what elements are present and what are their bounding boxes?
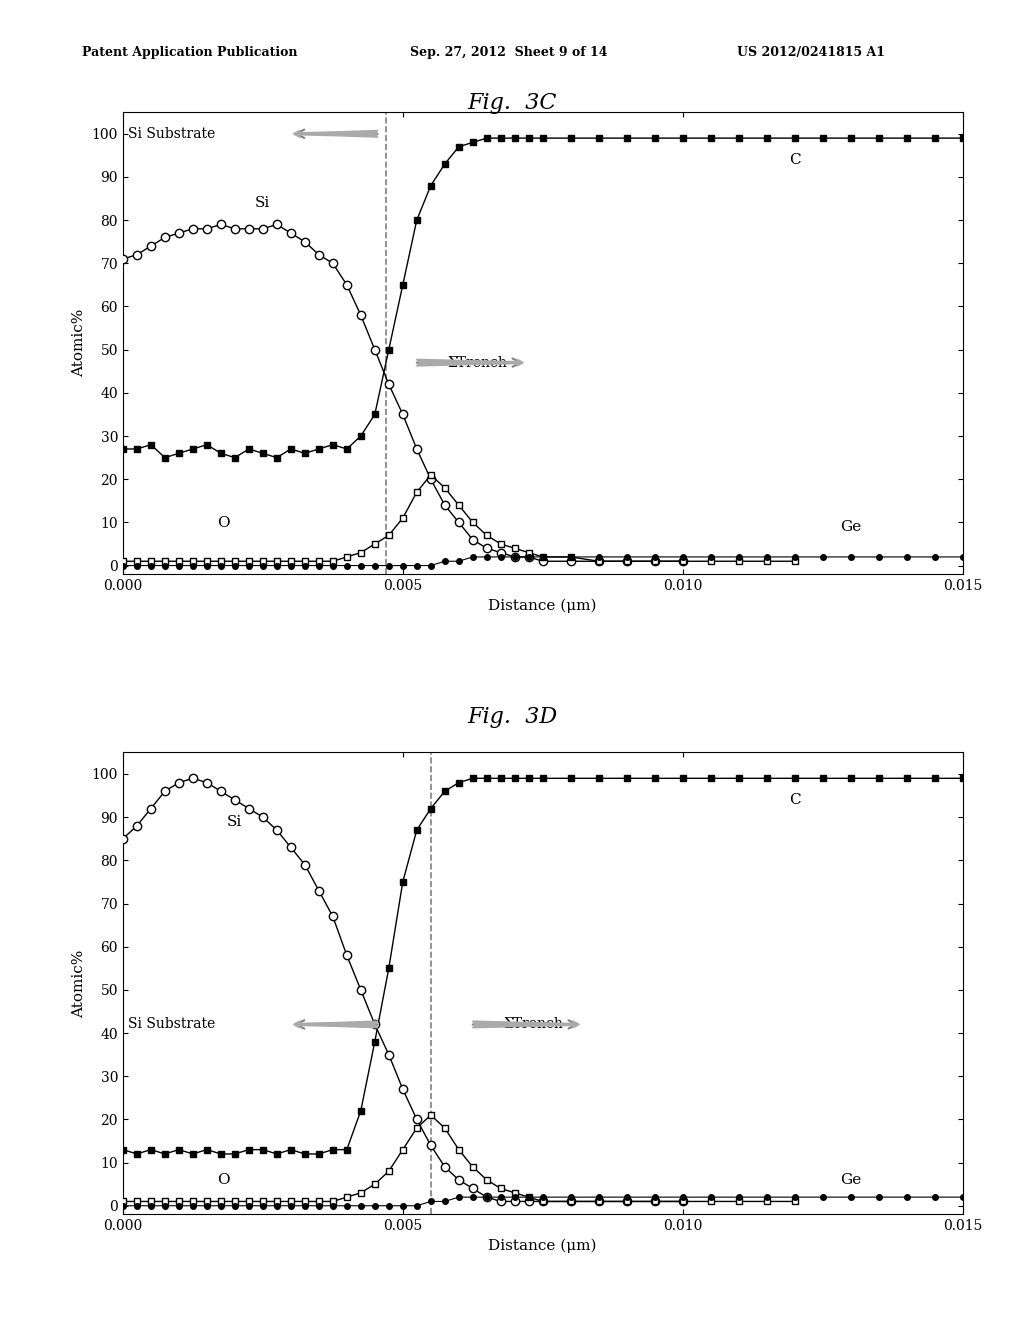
Text: Sep. 27, 2012  Sheet 9 of 14: Sep. 27, 2012 Sheet 9 of 14	[410, 46, 607, 59]
Text: Si Substrate: Si Substrate	[128, 127, 216, 141]
Text: Fig.  3D: Fig. 3D	[467, 706, 557, 729]
Text: O: O	[217, 516, 230, 529]
Text: Patent Application Publication: Patent Application Publication	[82, 46, 297, 59]
X-axis label: Distance (μm): Distance (μm)	[488, 598, 597, 612]
Text: C: C	[788, 153, 801, 168]
Text: ΣTrench: ΣTrench	[447, 355, 508, 370]
Text: Fig.  3C: Fig. 3C	[467, 92, 557, 115]
Text: Si: Si	[255, 197, 270, 210]
Y-axis label: Atomic%: Atomic%	[72, 949, 86, 1018]
Text: ΣTrench: ΣTrench	[504, 1018, 563, 1031]
Text: Ge: Ge	[840, 1173, 861, 1187]
Text: O: O	[217, 1173, 230, 1187]
Text: Si: Si	[227, 814, 243, 829]
Text: Ge: Ge	[840, 520, 861, 535]
Text: C: C	[788, 793, 801, 808]
Y-axis label: Atomic%: Atomic%	[72, 309, 86, 378]
Text: US 2012/0241815 A1: US 2012/0241815 A1	[737, 46, 886, 59]
X-axis label: Distance (μm): Distance (μm)	[488, 1238, 597, 1253]
Text: Si Substrate: Si Substrate	[128, 1018, 216, 1031]
